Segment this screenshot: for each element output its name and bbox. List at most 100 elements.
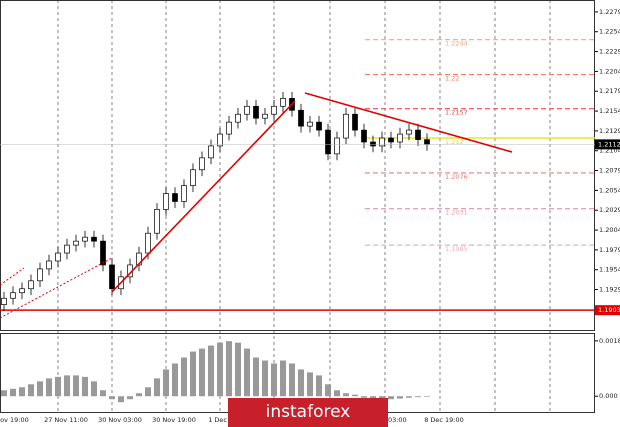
level-label: 1.1985 [445, 245, 468, 253]
grid [57, 0, 551, 412]
logo: instaforex [266, 402, 351, 422]
histogram-bar [118, 396, 124, 403]
y-tick-label: 1.2154 [599, 107, 620, 115]
histogram-bar [145, 387, 151, 397]
histogram-bar [424, 396, 430, 397]
candle-body [154, 209, 160, 234]
histogram-bar [19, 387, 25, 397]
x-tick-label: 30 Nov 03:00 [98, 416, 142, 424]
histogram-bar [136, 393, 142, 397]
histogram-bar [37, 381, 43, 397]
histogram-bar [298, 369, 304, 397]
candle-body [208, 145, 214, 159]
y-tick-label: 1.2254 [599, 28, 620, 36]
histogram-bar [361, 396, 367, 398]
trend-lines [0, 92, 513, 319]
support-box [595, 305, 620, 316]
candle-body [64, 244, 70, 254]
candle-body [316, 121, 322, 131]
candle-body [181, 185, 187, 202]
main-frame [0, 0, 595, 331]
x-tick-label: Dec 03:00 [373, 416, 406, 424]
histogram-bar [172, 363, 178, 397]
x-tick-label: Nov 19:00 [0, 416, 29, 424]
level-label: 1.22 [445, 75, 459, 83]
candle-body [190, 169, 196, 186]
histogram-bar [82, 376, 88, 397]
histogram-bar [55, 376, 61, 397]
candle-body [406, 129, 412, 135]
x-tick-label: 30 Nov 19:00 [152, 416, 196, 424]
y-tick-label: 1.2279 [599, 8, 620, 16]
histogram-bar [343, 393, 349, 397]
candle-body [19, 288, 25, 294]
level-label: 1.2076 [445, 173, 468, 181]
histogram-bar [208, 345, 214, 397]
histogram-bar [91, 381, 97, 397]
candle-body [82, 236, 88, 242]
histogram-bar [334, 390, 340, 397]
candle-body [226, 121, 232, 135]
candle-body [37, 268, 43, 282]
histogram-bar [163, 369, 169, 397]
histogram-bar [1, 390, 7, 397]
candle-body [388, 137, 394, 143]
candle-body [334, 137, 340, 155]
histogram-bar [388, 396, 394, 400]
candle-body [100, 240, 106, 266]
histogram-bar [181, 357, 187, 397]
candle-body [199, 157, 205, 171]
histogram-bar [415, 396, 421, 398]
candle-body [253, 105, 259, 119]
histogram-bar [379, 396, 385, 400]
candle-body [262, 113, 268, 119]
candle-body [28, 280, 34, 290]
price-label: 1.2112 [598, 140, 620, 148]
candle-body [325, 129, 331, 155]
level-label: 1.2157 [445, 109, 468, 117]
candle-body [298, 109, 304, 127]
candle-body [46, 260, 52, 270]
y-tick-label: 1.2054 [599, 186, 620, 194]
candle-body [172, 193, 178, 202]
histogram-bar [370, 396, 376, 400]
y-tick-label: 1.1954 [599, 266, 620, 274]
histogram-bar [154, 378, 160, 397]
histogram-bar [64, 375, 70, 397]
candle-body [1, 297, 7, 305]
candle-body [397, 133, 403, 143]
y-tick-label: 0.00186 [599, 337, 620, 345]
histogram-bar [325, 384, 331, 397]
candle-body [244, 105, 250, 115]
histogram-bar [235, 342, 241, 397]
level-label: 1.212 [445, 138, 464, 146]
level-label: 1.2031 [445, 209, 468, 217]
y-tick-label: 1.2029 [599, 206, 620, 214]
histogram-bar [199, 348, 205, 397]
x-tick-label: 8 Dec 19:00 [424, 416, 464, 424]
y-tick-label: 1.2229 [599, 48, 620, 56]
histogram-bar [280, 360, 286, 397]
candle-body [379, 137, 385, 147]
histogram-bar [100, 390, 106, 397]
histogram-bar [253, 357, 259, 397]
histogram-bar [127, 396, 133, 400]
candle-body [307, 121, 313, 127]
y-tick-label: 1.2104 [599, 147, 620, 155]
support-label: 1.1903 [598, 306, 620, 314]
candle-body [361, 129, 367, 143]
histogram-bar [109, 396, 115, 400]
y-tick-label: 1.2004 [599, 226, 620, 234]
y-tick-label: 1.2079 [599, 167, 620, 175]
candle-body [73, 240, 79, 246]
histogram-bar [352, 394, 358, 397]
candle-body [370, 141, 376, 147]
histogram-bar [406, 396, 412, 398]
histogram-bar [217, 342, 223, 397]
histogram-bar [316, 375, 322, 397]
histogram-bar [397, 396, 403, 399]
histogram-bar [73, 375, 79, 397]
x-tick-label: 27 Nov 11:00 [44, 416, 88, 424]
candle-body [424, 139, 430, 145]
